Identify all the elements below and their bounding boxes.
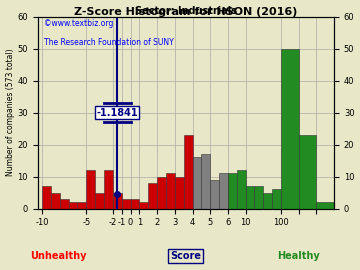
Y-axis label: Number of companies (573 total): Number of companies (573 total): [5, 49, 14, 177]
Bar: [148, 183, 157, 209]
Bar: [255, 186, 263, 209]
Bar: [237, 170, 246, 209]
Bar: [228, 174, 237, 209]
Bar: [263, 193, 272, 209]
Bar: [246, 186, 255, 209]
Bar: [157, 177, 166, 209]
Bar: [193, 157, 201, 209]
Text: -1.1841: -1.1841: [96, 108, 138, 118]
Text: ©www.textbiz.org: ©www.textbiz.org: [44, 19, 113, 28]
Text: Sector: Industrials: Sector: Industrials: [135, 6, 237, 16]
Bar: [131, 199, 139, 209]
Bar: [299, 135, 316, 209]
Bar: [69, 202, 77, 209]
Bar: [184, 135, 193, 209]
Bar: [272, 190, 281, 209]
Bar: [210, 180, 219, 209]
Text: Score: Score: [170, 251, 201, 261]
Bar: [42, 186, 51, 209]
Bar: [175, 177, 184, 209]
Text: Healthy: Healthy: [277, 251, 320, 261]
Bar: [201, 154, 210, 209]
Bar: [219, 174, 228, 209]
Text: The Research Foundation of SUNY: The Research Foundation of SUNY: [44, 38, 174, 47]
Bar: [95, 193, 104, 209]
Title: Z-Score Histogram for HSON (2016): Z-Score Histogram for HSON (2016): [74, 6, 298, 16]
Bar: [316, 202, 334, 209]
Bar: [104, 170, 113, 209]
Bar: [77, 202, 86, 209]
Text: Unhealthy: Unhealthy: [30, 251, 87, 261]
Bar: [60, 199, 69, 209]
Bar: [113, 193, 122, 209]
Bar: [122, 199, 131, 209]
Bar: [51, 193, 60, 209]
Bar: [139, 202, 148, 209]
Bar: [86, 170, 95, 209]
Bar: [166, 174, 175, 209]
Bar: [281, 49, 299, 209]
